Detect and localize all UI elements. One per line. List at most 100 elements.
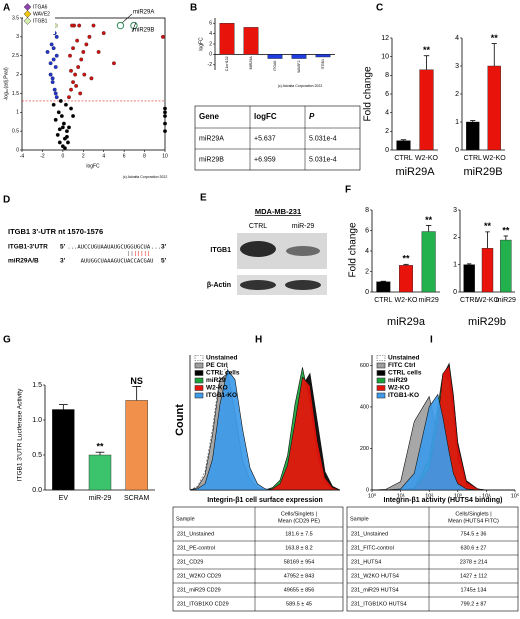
legend-swatch [194, 355, 204, 361]
legend-swatch [194, 392, 204, 399]
strand-end: 3' [161, 244, 167, 251]
legend-swatch [23, 10, 32, 18]
y-tick-label: 4 [385, 110, 389, 117]
x-tick-label: 10³ [454, 493, 462, 499]
y-axis-label: ITGB1 3'UTR Luciferase Activity [17, 388, 24, 481]
bar [487, 65, 501, 151]
data-point [87, 34, 92, 39]
y-tick-label: 2 [365, 268, 369, 275]
table-cell: 5.031e-4 [309, 156, 337, 163]
data-point [163, 129, 167, 134]
data-point [71, 114, 76, 119]
table-header: P [309, 112, 315, 121]
category-label: ITGB1 [321, 59, 325, 69]
y-tick-label: 1.0 [32, 417, 42, 424]
data-point [63, 102, 68, 107]
blot-image [237, 275, 327, 295]
data-point [64, 134, 69, 139]
data-point [51, 57, 56, 62]
data-point [68, 53, 72, 58]
table-header: Cells/Singlets | [281, 511, 317, 517]
table-header: logFC [254, 112, 277, 121]
data-point [53, 117, 58, 122]
table-cell: miR29B [199, 156, 224, 163]
data-point [66, 140, 70, 145]
y-tick-label: -2 [208, 62, 213, 68]
plot-frame [21, 17, 166, 151]
x-tick-label: 10⁴ [482, 492, 491, 499]
error-bar [503, 235, 509, 241]
table-cell: 231_HUTS4 [351, 559, 381, 565]
significance-label: ** [402, 254, 410, 264]
bar [419, 69, 434, 151]
panel-letter: B [190, 3, 197, 14]
legend-swatch [376, 377, 386, 384]
data-point [77, 23, 82, 28]
table-header: Mean (HUTS4 FITC) [448, 518, 499, 524]
annotation-arrow [131, 22, 137, 33]
x-axis-label: miR29b [468, 316, 506, 328]
legend-label: W2-KO [206, 385, 228, 392]
data-point [50, 80, 55, 85]
category-label: C1orf132 [225, 56, 229, 71]
data-point [111, 61, 116, 66]
legend-swatch [376, 355, 386, 361]
category-label: W2-KO [395, 297, 419, 304]
x-axis-label: miR29a [387, 316, 426, 328]
error-bar [423, 55, 430, 70]
data-point [101, 31, 106, 36]
blot-band [285, 280, 321, 290]
mir-seed: ACCACGAU [127, 259, 154, 265]
y-tick-label: 0 [385, 147, 389, 154]
y-tick-label: 3.5 [12, 15, 19, 21]
y-axis-label: -log₁₀(adj.Pval) [3, 67, 9, 101]
legend-label: PE Ctrl [206, 362, 228, 369]
panel-letter: D [3, 195, 10, 206]
error-bar [58, 404, 68, 410]
table-cell: 589.5 ± 45 [286, 601, 312, 607]
y-tick-label: 2 [209, 41, 212, 47]
table-cell: 163.8 ± 8.2 [285, 545, 312, 551]
legend-swatch [376, 362, 386, 369]
table-cell: 799.2 ± 87 [461, 601, 487, 607]
bar [481, 248, 494, 293]
utr-sequence: ...AUCCUGUAAUAUGCU [67, 245, 127, 251]
data-point [48, 61, 53, 66]
table-header: Cells/Singlets | [455, 511, 491, 517]
data-point [45, 49, 50, 54]
table-cell: 47952 ± 843 [284, 573, 315, 579]
legend-label: W2-KO [388, 385, 410, 392]
y-tick-label: 4 [455, 35, 459, 42]
y-tick-label: 0 [366, 487, 369, 493]
x-axis-label: miR29A [395, 166, 435, 178]
y-tick-label: 400 [360, 404, 369, 410]
table-cell: 1745± 134 [461, 587, 487, 593]
error-bar [95, 451, 105, 455]
bar [219, 23, 235, 55]
y-tick-label: 6 [385, 91, 389, 98]
bar [466, 121, 480, 151]
legend-swatch [376, 370, 386, 376]
y-tick-label: 4 [365, 248, 369, 255]
table-cell: miR29A [199, 135, 224, 142]
category-label: CTRL [464, 155, 482, 162]
y-tick-label: 0.5 [32, 452, 42, 459]
data-point [91, 23, 96, 28]
data-point [163, 121, 167, 126]
panel-letter: A [3, 3, 10, 14]
y-tick-label: 2 [455, 91, 459, 98]
error-bar [132, 385, 142, 401]
data-point [58, 99, 63, 103]
x-tick-label: 10² [425, 493, 433, 499]
legend-swatch [194, 385, 204, 391]
data-point [70, 23, 74, 28]
x-axis-label: Integrin-β1 activity (HUTS4 binding) [384, 497, 503, 504]
y-tick-label: 0 [453, 289, 457, 296]
data-point [84, 42, 89, 47]
bar [463, 264, 475, 293]
chart-note: (c) Advaita Corporation 2022 [123, 175, 168, 179]
error-bar [400, 139, 407, 141]
significance-label: ** [96, 442, 104, 452]
y-tick-label: 0 [209, 52, 212, 58]
